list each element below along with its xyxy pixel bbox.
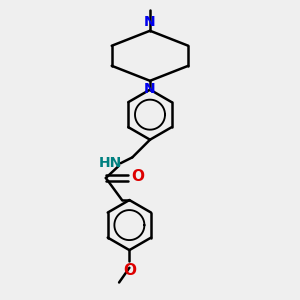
Text: O: O (131, 169, 145, 184)
Text: HN: HN (99, 156, 122, 170)
Text: O: O (123, 263, 136, 278)
Text: N: N (144, 15, 156, 29)
Text: N: N (144, 82, 156, 96)
